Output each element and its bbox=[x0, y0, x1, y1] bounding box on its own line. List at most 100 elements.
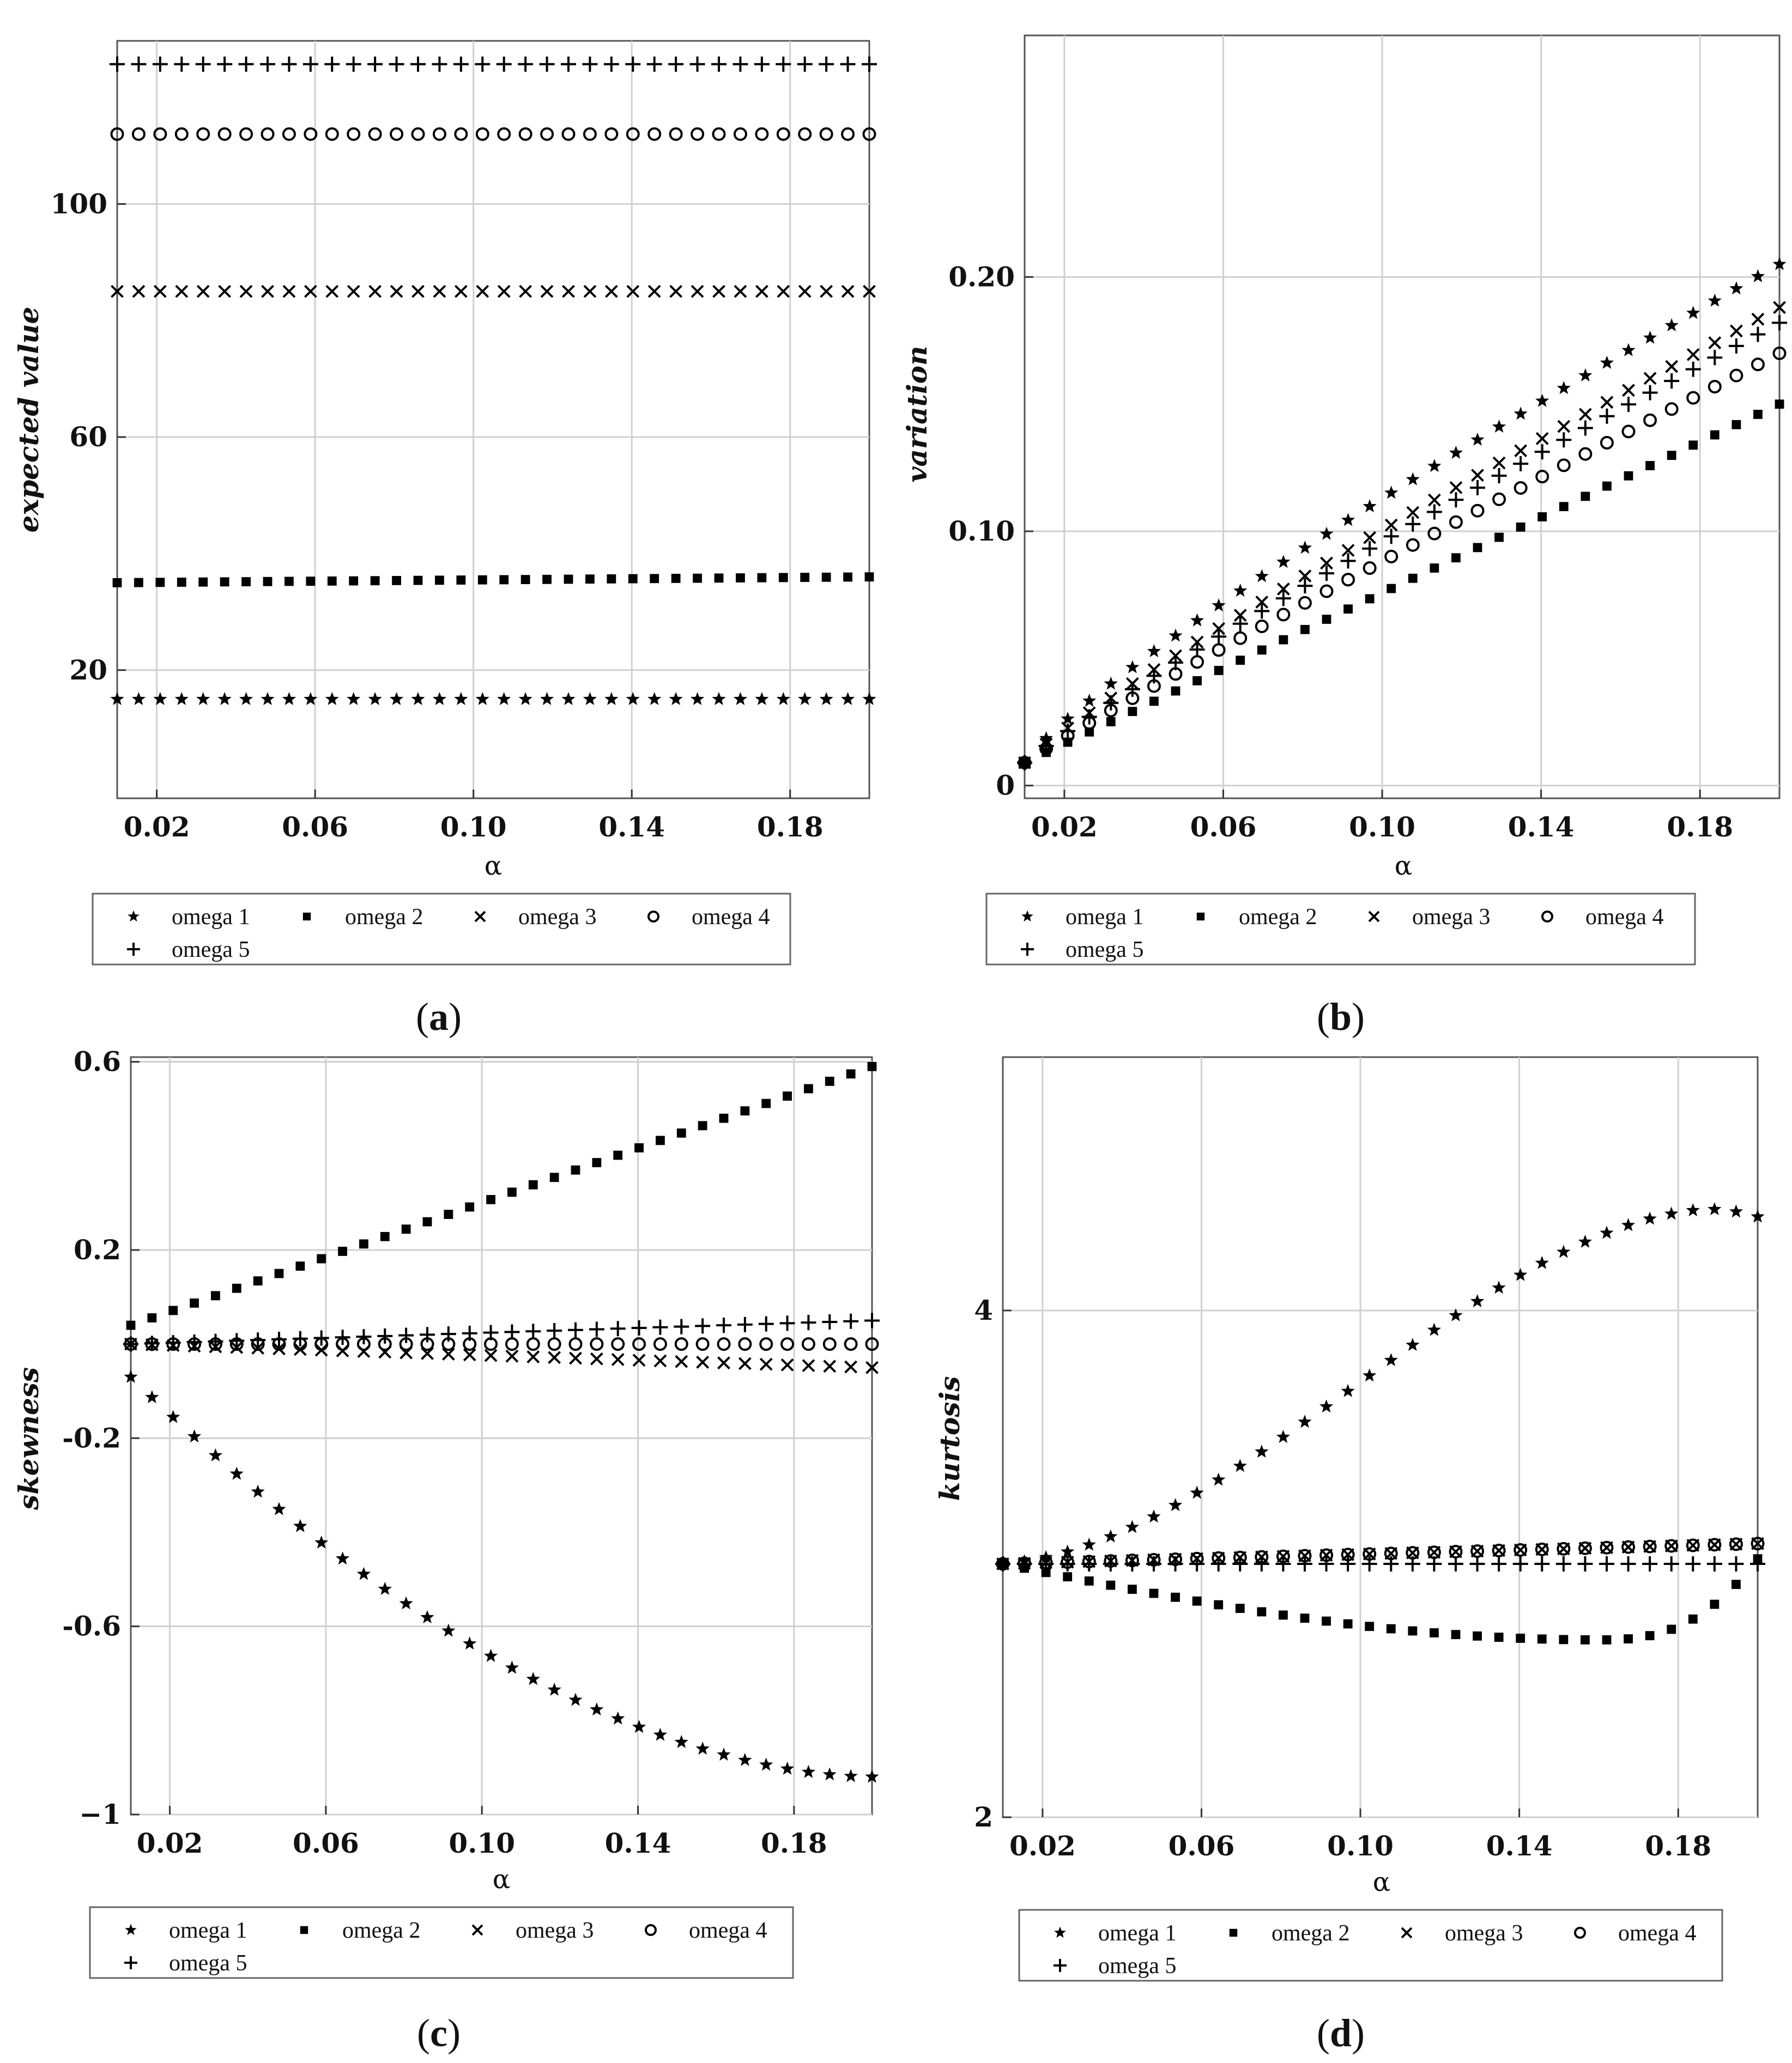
panel-a-series-4-point-31 bbox=[776, 127, 790, 141]
panel-c-xtick-label-2: 0.10 bbox=[449, 1827, 515, 1859]
panel-d-plot-area bbox=[1002, 1056, 1759, 1818]
panel-a-series-2-point-14 bbox=[413, 575, 423, 585]
panel-c-series-1-point-23 bbox=[611, 1711, 625, 1725]
panel-d-series-5-point-18 bbox=[1383, 1556, 1399, 1571]
panel-a-series-5-point-32 bbox=[797, 56, 813, 72]
panel-d-series-1-point-34 bbox=[1729, 1204, 1743, 1218]
panel-b-xtick-label-2: 0.10 bbox=[1349, 811, 1415, 843]
panel-a-series-4-point-30 bbox=[755, 127, 769, 141]
panel-b-series-1-point-20 bbox=[1449, 445, 1463, 459]
panel-a-series-1-point-35 bbox=[862, 691, 876, 705]
panel-c-series-1-point-34 bbox=[844, 1769, 858, 1782]
panel-c-series-3-point-23 bbox=[611, 1353, 625, 1366]
panel-c-series-2-point-7 bbox=[274, 1269, 284, 1278]
panel-d-series-1-point-10 bbox=[1212, 1472, 1226, 1486]
panel-a-series-2-point-12 bbox=[370, 576, 380, 586]
panel-c-series-1-point-30 bbox=[759, 1757, 773, 1771]
panel-a-series-3-point-23 bbox=[604, 284, 618, 298]
panel-b-series-5-point-11 bbox=[1254, 603, 1270, 619]
panel-a-series-5-point-12 bbox=[367, 56, 383, 72]
panel-b-ytick-label-1: 0.10 bbox=[948, 515, 1015, 547]
panel-d-series-2-point-26 bbox=[1559, 1635, 1569, 1645]
panel-b-legend-label-5: omega 5 bbox=[1065, 937, 1143, 962]
panel-a-xtick-label-0: 0.02 bbox=[124, 811, 190, 843]
panel-c-plot-area bbox=[130, 1056, 873, 1816]
panel-c-ytick-label-3: 0.2 bbox=[74, 1234, 121, 1266]
panel-d-legend-label-1: omega 1 bbox=[1098, 1921, 1176, 1946]
panel-a-series-5 bbox=[110, 56, 877, 72]
panel-b-series-1-point-7 bbox=[1169, 628, 1183, 642]
panel-c-series-3-point-34 bbox=[844, 1360, 858, 1374]
panel-a-series-5-point-16 bbox=[453, 56, 469, 72]
panel-c-series-4-point-24 bbox=[632, 1337, 646, 1351]
panel-c-series-1-point-25 bbox=[653, 1727, 668, 1741]
panel-d-series-2-point-19 bbox=[1408, 1626, 1418, 1636]
panel-b-xtick-label-3: 0.14 bbox=[1508, 811, 1575, 843]
panel-b-series-2-point-34 bbox=[1753, 410, 1763, 419]
panel-a-legend-box bbox=[92, 893, 791, 966]
panel-b-xtick-label-4: 0.18 bbox=[1667, 811, 1733, 843]
panel-a-series-3-point-17 bbox=[476, 284, 489, 298]
panel-c-series-5-point-17 bbox=[483, 1325, 499, 1340]
panel-a-series-2-point-1 bbox=[134, 578, 143, 587]
panel-c-series-1-point-33 bbox=[822, 1767, 837, 1781]
panel-d-series-2-point-2 bbox=[1041, 1568, 1051, 1577]
panel-a-series-2-point-30 bbox=[757, 573, 767, 583]
panel-d-series-1-point-12 bbox=[1255, 1445, 1269, 1458]
panel-b-series-4-point-16 bbox=[1363, 561, 1377, 575]
panel-c-ytick-label-4: 0.6 bbox=[74, 1046, 121, 1078]
panel-c-series-5-point-28 bbox=[716, 1318, 731, 1333]
panel-c-legend-marker-4 bbox=[645, 1924, 657, 1936]
panel-a-series-5-point-14 bbox=[410, 56, 426, 72]
panel-d-series-2-point-13 bbox=[1279, 1610, 1288, 1620]
panel-c-legend-marker-1 bbox=[125, 1924, 137, 1935]
panel-a-xtick-label-2: 0.10 bbox=[440, 811, 507, 843]
panel-d-legend: omega 1 omega 2 omega 3 omega 4 omega 5 bbox=[1018, 1909, 1723, 1982]
panel-c-series-5-point-23 bbox=[610, 1321, 626, 1337]
panel-d-series-1-point-28 bbox=[1600, 1225, 1614, 1239]
panel-a-series-3-point-10 bbox=[325, 284, 339, 298]
panel-c-series-1-point-10 bbox=[335, 1551, 350, 1565]
panel-a-series-2-point-32 bbox=[800, 573, 810, 583]
panel-d-x-axis-label: α bbox=[1373, 1867, 1390, 1897]
panel-a-series-4-point-5 bbox=[217, 127, 232, 141]
panel-a-series-1 bbox=[110, 691, 876, 705]
panel-d-series-5-point-14 bbox=[1297, 1556, 1312, 1571]
panel-b-series-5-point-20 bbox=[1448, 492, 1464, 508]
panel-d-series-2-point-3 bbox=[1063, 1572, 1073, 1582]
panel-c-series-2-point-3 bbox=[190, 1299, 199, 1308]
panel-b-series-3-point-21 bbox=[1471, 469, 1484, 482]
panel-a-series-2-point-6 bbox=[241, 577, 251, 586]
panel-c-series-2-point-5 bbox=[232, 1283, 241, 1293]
panel-c-series-3-point-15 bbox=[441, 1348, 455, 1361]
panel-c-series-1-point-29 bbox=[738, 1752, 752, 1766]
panel-a-series-3-point-21 bbox=[562, 284, 575, 298]
panel-a-series-4-point-15 bbox=[432, 127, 446, 141]
panel-b-series-3-point-33 bbox=[1729, 324, 1743, 338]
panel-c-series-3-point-27 bbox=[696, 1356, 710, 1369]
svg-text:(a): (a) bbox=[416, 995, 462, 1039]
panel-d-series-1-point-21 bbox=[1449, 1308, 1463, 1321]
panel-c-series-1-point-22 bbox=[590, 1702, 604, 1716]
panel-c-series-5-point-32 bbox=[801, 1315, 816, 1331]
panel-d-legend-item-4: omega 4 bbox=[1574, 1921, 1696, 1946]
panel-c-series-4-point-31 bbox=[780, 1337, 795, 1351]
panel-a-series-5-point-1 bbox=[131, 56, 147, 72]
panel-c-series-5-point-18 bbox=[504, 1324, 520, 1340]
panel-a-series-3-point-9 bbox=[304, 284, 317, 298]
panel-a-series-1-point-15 bbox=[432, 691, 447, 705]
panel-b-series-3-point-9 bbox=[1212, 622, 1226, 635]
panel-d-series-2-point-16 bbox=[1343, 1619, 1353, 1629]
panel-a-series-1-point-22 bbox=[583, 691, 597, 705]
panel-a-series-3-point-18 bbox=[497, 284, 511, 298]
panel-b-series-2-point-6 bbox=[1149, 696, 1159, 706]
panel-d-series-4-point-35 bbox=[1751, 1537, 1765, 1551]
panel-c-series-5-point-27 bbox=[695, 1318, 711, 1334]
panel-d-series-5-point-30 bbox=[1642, 1556, 1658, 1571]
panel-c-ticks: 0.02 0.06 0.10 0.14 0.18 −1 -0.6 -0.2 0.2 0.6 bbox=[62, 1046, 827, 1859]
panel-b-series-5-point-22 bbox=[1491, 468, 1507, 483]
panel-a-series-3-point-6 bbox=[239, 284, 253, 298]
panel-c-series-2-point-11 bbox=[359, 1239, 368, 1249]
panel-a-series-5-point-21 bbox=[561, 56, 576, 72]
panel-a-series-1-point-29 bbox=[733, 691, 748, 705]
